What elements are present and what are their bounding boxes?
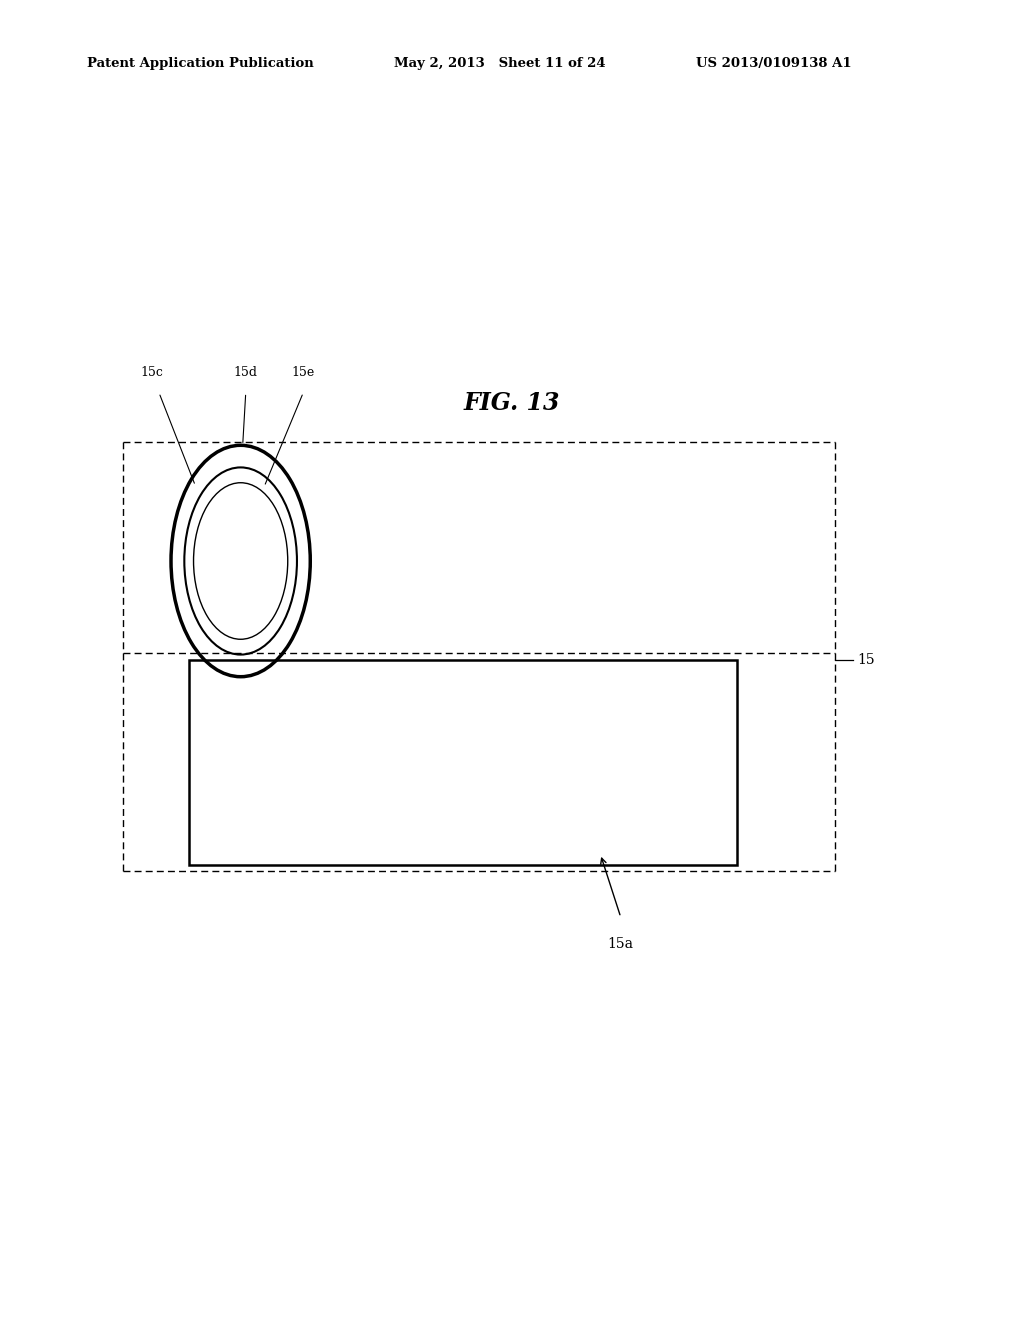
Text: 15: 15 — [857, 653, 874, 667]
Text: US 2013/0109138 A1: US 2013/0109138 A1 — [696, 57, 852, 70]
Text: 15e: 15e — [292, 366, 315, 379]
Text: May 2, 2013   Sheet 11 of 24: May 2, 2013 Sheet 11 of 24 — [394, 57, 606, 70]
Text: 15c: 15c — [140, 366, 163, 379]
Text: 15a: 15a — [608, 937, 634, 952]
Text: FIG. 13: FIG. 13 — [464, 391, 560, 414]
Text: Patent Application Publication: Patent Application Publication — [87, 57, 313, 70]
Text: 15d: 15d — [233, 366, 258, 379]
Bar — [189, 660, 737, 865]
